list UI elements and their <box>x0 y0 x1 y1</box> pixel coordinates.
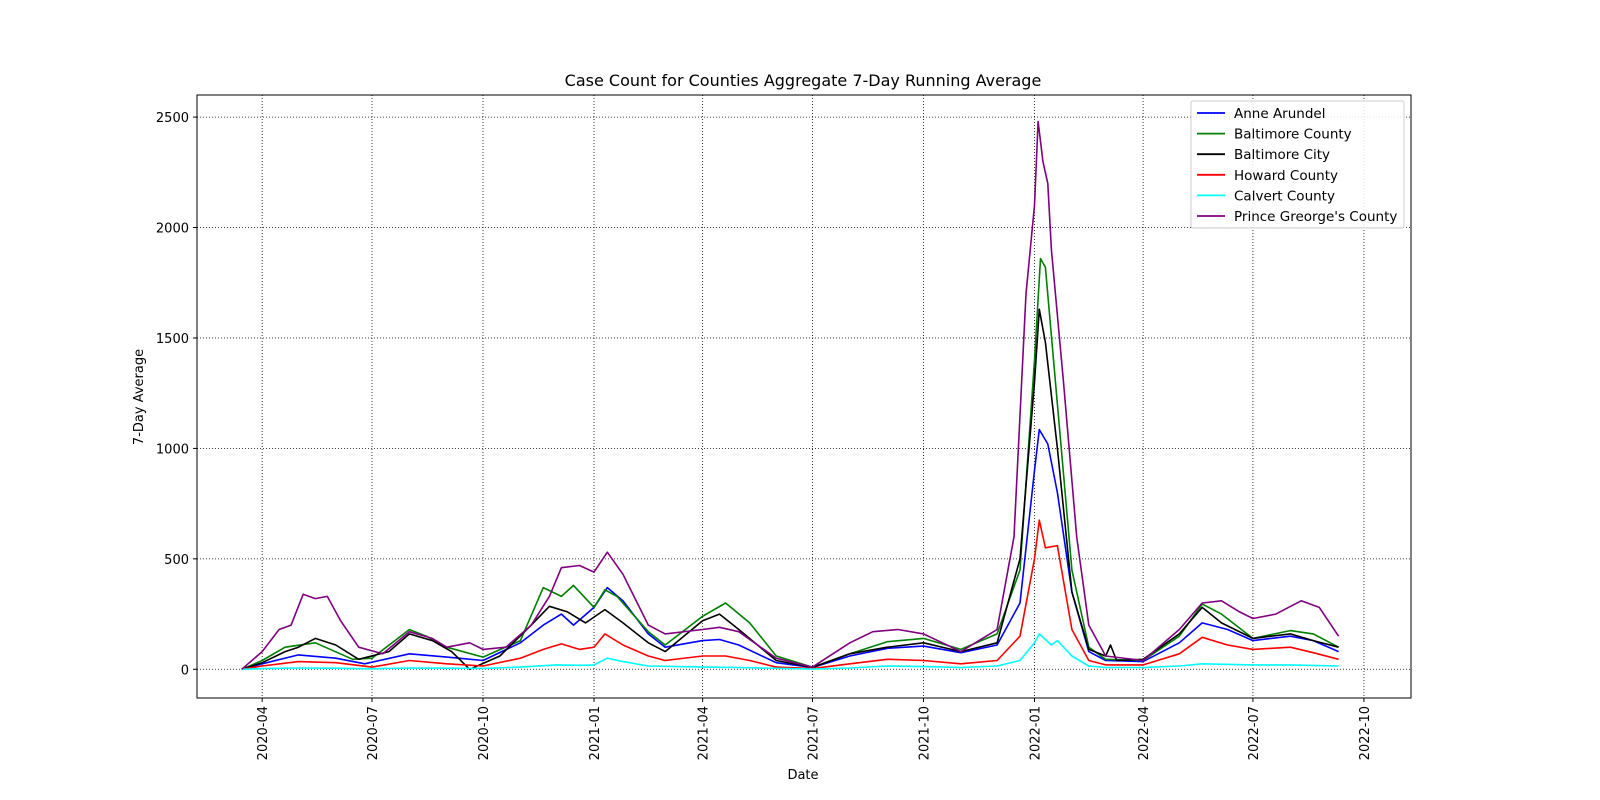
x-tick-label: 2022-04 <box>1137 706 1152 760</box>
y-axis-title: 7-Day Average <box>132 349 147 445</box>
series-line-2 <box>241 308 1339 671</box>
x-axis-ticks: 2020-04 2020-07 2020-10 2021-01 2021-04 2021-… <box>256 698 1373 760</box>
y-tick-label: 2000 <box>156 222 189 237</box>
x-tick-label: 2021-01 <box>588 706 603 760</box>
y-tick-label: 1000 <box>156 442 189 457</box>
y-tick-label: 2500 <box>156 111 189 126</box>
series-lines <box>241 120 1340 671</box>
x-tick-label: 2022-01 <box>1028 706 1043 760</box>
plot-area-frame <box>196 94 1412 699</box>
legend-box <box>1190 100 1405 229</box>
y-tick-label: 500 <box>164 553 189 568</box>
legend-items: Anne Arundel Baltimore County Baltimore Ci… <box>1197 106 1397 225</box>
x-tick-label: 2021-07 <box>806 706 821 760</box>
x-tick-label: 2020-10 <box>477 706 492 760</box>
y-axis-ticks: 0 500 1000 1500 2000 2500 <box>156 111 197 678</box>
x-tick-label: 2021-04 <box>697 706 712 760</box>
chart-title: Case Count for Counties Aggregate 7-Day … <box>565 71 1042 90</box>
legend-label: Baltimore County <box>1234 127 1352 143</box>
legend-label: Prince Greorge's County <box>1234 209 1397 225</box>
series-line-4 <box>241 633 1339 671</box>
legend-label: Howard County <box>1234 168 1338 184</box>
series-line-1 <box>241 257 1339 671</box>
legend-label: Baltimore City <box>1234 147 1330 163</box>
x-tick-label: 2022-10 <box>1358 706 1373 760</box>
x-axis-title: Date <box>787 768 818 783</box>
legend: Anne Arundel Baltimore County Baltimore Ci… <box>1190 100 1405 229</box>
x-tick-label: 2022-07 <box>1247 706 1262 760</box>
y-tick-label: 1500 <box>156 332 189 347</box>
series-line-3 <box>241 519 1339 671</box>
x-tick-label: 2020-07 <box>366 706 381 760</box>
legend-label: Calvert County <box>1234 188 1335 204</box>
y-tick-label: 0 <box>181 663 189 678</box>
x-tick-label: 2020-04 <box>256 706 271 760</box>
series-line-5 <box>241 120 1340 670</box>
x-tick-label: 2021-10 <box>917 706 932 760</box>
legend-label: Anne Arundel <box>1234 106 1325 122</box>
